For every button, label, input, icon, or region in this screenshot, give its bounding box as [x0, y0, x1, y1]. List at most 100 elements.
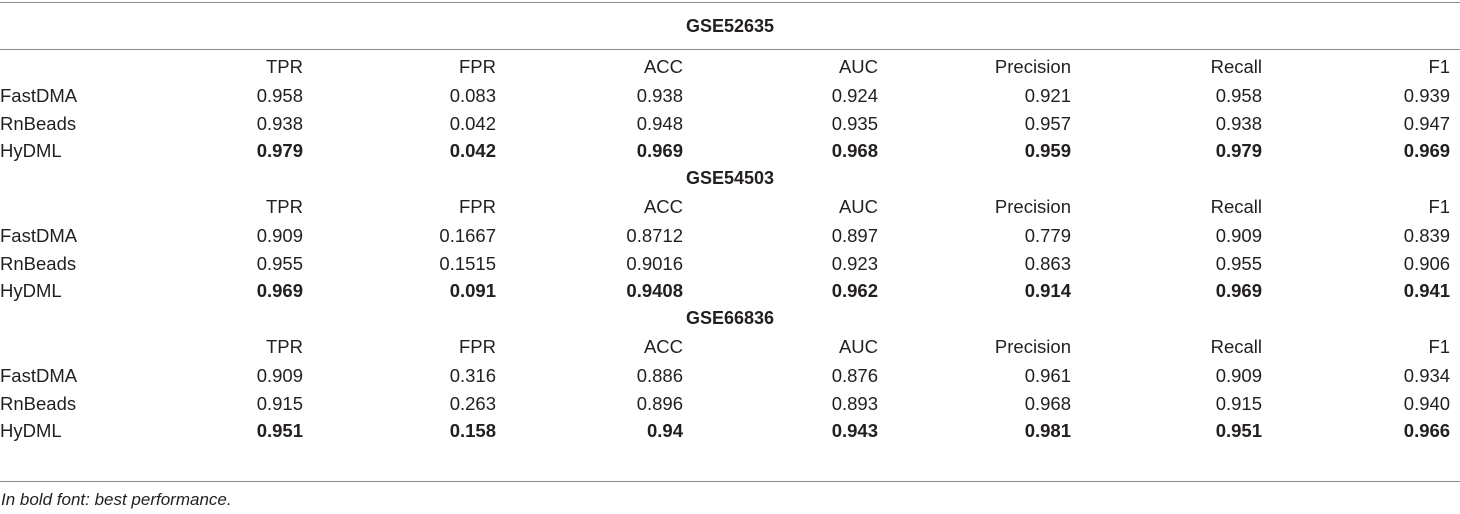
column-header: Precision: [994, 56, 1071, 77]
metric-value: 0.083: [449, 85, 496, 106]
spacer-row: [0, 41, 1460, 52]
column-header-row: TPR FPR ACC AUC Precision Recall F1: [0, 332, 1460, 362]
metric-value: 0.940: [1403, 392, 1451, 414]
spacer-cell: [0, 41, 1460, 52]
section-title-row: GSE52635: [0, 11, 1460, 41]
metric-value: 0.896: [636, 392, 683, 414]
column-header: TPR: [266, 56, 303, 77]
metric-value: 0.935: [831, 112, 878, 134]
table-row: HyDML 0.951 0.158 0.94 0.943 0.981 0.951 0.966: [0, 417, 1460, 445]
column-header: F1: [1428, 56, 1451, 77]
column-header: Precision: [994, 336, 1071, 357]
metric-value: 0.906: [1403, 252, 1451, 274]
metric-value: 0.966: [1403, 420, 1451, 441]
section-title: GSE54503: [686, 167, 775, 188]
column-header: Recall: [1210, 336, 1262, 357]
method-label: HyDML: [0, 280, 62, 301]
column-header: AUC: [838, 336, 878, 357]
column-header: AUC: [838, 56, 878, 77]
metric-value: 0.938: [1215, 112, 1262, 134]
metric-value: 0.968: [1024, 392, 1071, 414]
method-label: FastDMA: [0, 225, 78, 246]
metric-value: 0.962: [831, 280, 878, 301]
column-header-blank: [0, 332, 120, 362]
metric-value: 0.961: [1024, 365, 1071, 386]
metric-value: 0.924: [831, 85, 878, 106]
metric-value: 0.981: [1024, 420, 1071, 441]
table-body: GSE52635 TPR FPR ACC AUC Precision Recall F1 Fas…: [0, 11, 1460, 445]
metric-value: 0.969: [256, 280, 303, 301]
metric-value: 0.955: [256, 252, 303, 274]
table-row: RnBeads 0.955 0.1515 0.9016 0.923 0.863 0.955 0…: [0, 250, 1460, 278]
metric-value: 0.893: [831, 392, 878, 414]
column-header: F1: [1428, 336, 1451, 357]
metric-value: 0.94: [646, 420, 683, 441]
table-row: RnBeads 0.915 0.263 0.896 0.893 0.968 0.915 0.9…: [0, 390, 1460, 418]
results-table: GSE52635 TPR FPR ACC AUC Precision Recall F1 Fas…: [0, 11, 1460, 445]
column-header-row: TPR FPR ACC AUC Precision Recall F1: [0, 192, 1460, 222]
section-title-row: GSE66836: [0, 305, 1460, 333]
metric-value: 0.938: [636, 85, 683, 106]
metric-value: 0.863: [1024, 252, 1071, 274]
metric-value: 0.909: [256, 225, 303, 246]
metric-value: 0.158: [449, 420, 496, 441]
section-title-row: GSE54503: [0, 165, 1460, 193]
metric-value: 0.948: [636, 112, 683, 134]
metric-value: 0.939: [1403, 85, 1451, 106]
method-label: FastDMA: [0, 85, 78, 106]
column-header-row: TPR FPR ACC AUC Precision Recall F1: [0, 52, 1460, 82]
metric-value: 0.8712: [626, 225, 683, 246]
metric-value: 0.959: [1024, 140, 1071, 161]
method-label: RnBeads: [0, 252, 77, 274]
metric-value: 0.263: [449, 392, 496, 414]
metric-value: 0.897: [831, 225, 878, 246]
column-header: FPR: [459, 56, 496, 77]
metric-value: 0.951: [1215, 420, 1262, 441]
metric-value: 0.779: [1024, 225, 1071, 246]
metric-value: 0.091: [449, 280, 496, 301]
table-row: HyDML 0.979 0.042 0.969 0.968 0.959 0.979 0.969: [0, 137, 1460, 165]
metric-value: 0.1515: [439, 252, 496, 274]
metric-value: 0.938: [256, 112, 303, 134]
method-label: HyDML: [0, 420, 62, 441]
metric-value: 0.915: [1215, 392, 1262, 414]
metric-value: 0.1667: [439, 225, 496, 246]
section-title: GSE66836: [686, 307, 775, 328]
metric-value: 0.957: [1024, 112, 1071, 134]
metric-value: 0.941: [1403, 280, 1451, 301]
metric-value: 0.9016: [626, 252, 683, 274]
metric-value: 0.958: [1215, 85, 1262, 106]
metric-value: 0.934: [1403, 365, 1451, 386]
column-header-blank: [0, 52, 120, 82]
table-row: FastDMA 0.909 0.316 0.886 0.876 0.961 0.909 0.9…: [0, 362, 1460, 390]
metric-value: 0.968: [831, 140, 878, 161]
metric-value: 0.839: [1403, 225, 1451, 246]
column-header: TPR: [266, 196, 303, 217]
bottom-rule: [0, 481, 1460, 482]
metric-value: 0.979: [256, 140, 303, 161]
table-footnote: In bold font: best performance.: [1, 490, 232, 509]
method-label: HyDML: [0, 140, 62, 161]
metric-value: 0.921: [1024, 85, 1071, 106]
metric-value: 0.909: [256, 365, 303, 386]
top-rule: [0, 2, 1460, 3]
metric-value: 0.886: [636, 365, 683, 386]
column-header-blank: [0, 192, 120, 222]
column-header: ACC: [643, 196, 683, 217]
metric-value: 0.042: [449, 112, 496, 134]
table-row: FastDMA 0.909 0.1667 0.8712 0.897 0.779 0.909 0…: [0, 222, 1460, 250]
metric-value: 0.958: [256, 85, 303, 106]
metric-value: 0.876: [831, 365, 878, 386]
metric-value: 0.909: [1215, 225, 1262, 246]
column-header: F1: [1428, 196, 1451, 217]
column-header: FPR: [459, 336, 496, 357]
metric-value: 0.9408: [626, 280, 683, 301]
header-rule: [0, 49, 1460, 50]
column-header: FPR: [459, 196, 496, 217]
column-header: AUC: [838, 196, 878, 217]
method-label: RnBeads: [0, 112, 77, 134]
method-label: FastDMA: [0, 365, 78, 386]
metric-value: 0.915: [256, 392, 303, 414]
metric-value: 0.979: [1215, 140, 1262, 161]
metric-value: 0.951: [256, 420, 303, 441]
